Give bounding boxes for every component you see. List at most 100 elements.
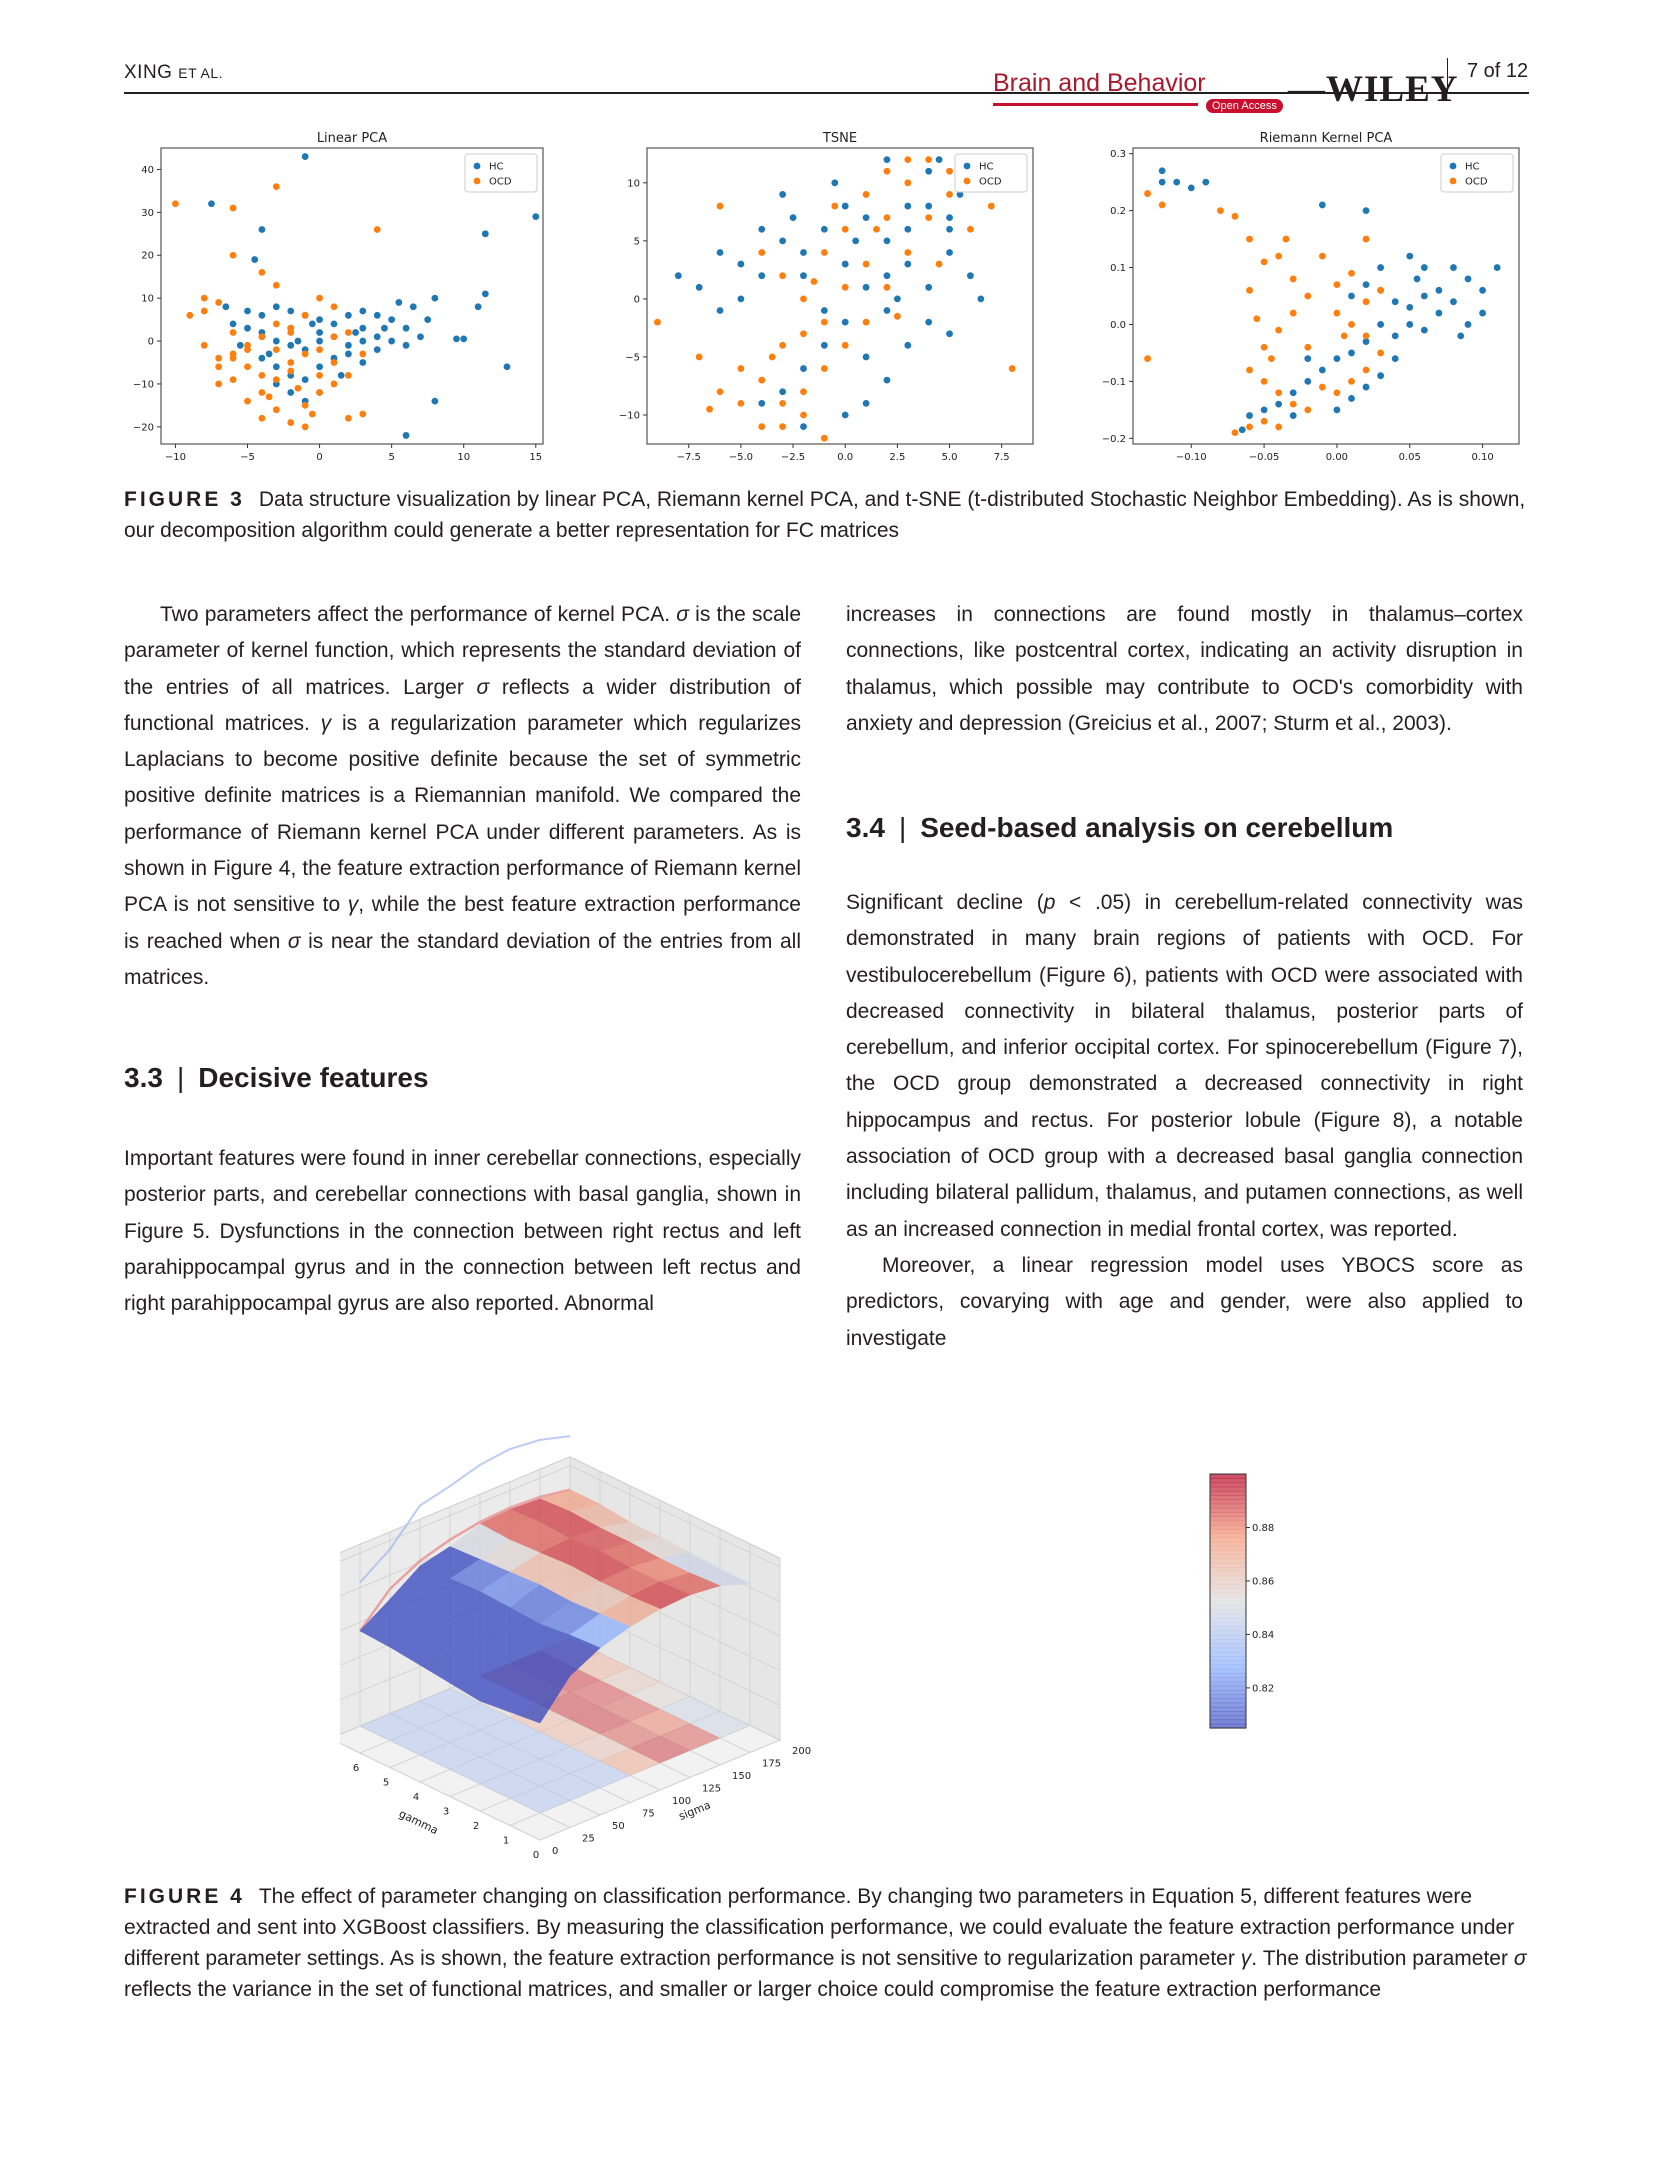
figure4-caption: FIGURE 4 The effect of parameter changing… <box>124 1885 1527 2001</box>
paragraph-thalamus: increases in connections are found mostl… <box>846 603 1523 735</box>
data-point <box>258 354 266 362</box>
data-point <box>737 260 745 268</box>
data-point <box>200 307 208 315</box>
scatter-riemann-kernel-pca: Riemann Kernel PCA−0.10 −0.05 0.00 0.05 0.10… <box>1102 131 1520 463</box>
data-point <box>841 411 849 419</box>
data-point <box>904 202 912 210</box>
data-point <box>779 191 787 198</box>
data-point <box>481 290 489 298</box>
data-point <box>883 237 891 245</box>
data-point <box>1304 292 1312 300</box>
x-tick-label: −0.10 <box>1176 452 1207 463</box>
x-tick-label: 0.10 <box>1471 452 1493 463</box>
colorbar-band <box>1210 1592 1246 1598</box>
data-point <box>967 225 974 233</box>
data-point <box>222 303 230 311</box>
data-point <box>1362 298 1370 306</box>
colorbar-band <box>1210 1503 1246 1509</box>
data-point <box>1479 286 1486 294</box>
data-point <box>654 318 661 326</box>
legend-box <box>954 153 1028 193</box>
data-point <box>841 341 849 349</box>
page-number: 7 of 12 <box>1467 60 1529 82</box>
colorbar-band <box>1210 1499 1246 1505</box>
paragraph-seed-analysis: Significant decline (p < .05) in cerebel… <box>846 891 1524 1241</box>
legend-marker-ocd <box>473 177 481 185</box>
data-point <box>1348 269 1355 277</box>
floor-cell <box>570 1680 630 1707</box>
data-point <box>820 434 828 442</box>
data-point <box>800 272 807 280</box>
floor-cell <box>540 1746 600 1774</box>
colorbar-band <box>1210 1596 1246 1602</box>
data-point <box>1318 383 1326 391</box>
data-point <box>925 156 933 164</box>
data-point <box>287 341 295 349</box>
data-point <box>208 200 215 208</box>
journal-underline <box>993 103 1198 106</box>
legend-label-ocd: OCD <box>1465 177 1488 188</box>
data-point <box>308 320 316 328</box>
data-point <box>287 359 295 366</box>
data-point <box>800 423 807 430</box>
x-tick-label: 10 <box>457 452 470 463</box>
data-point <box>946 167 953 175</box>
gamma-tick-label: 1 <box>503 1836 509 1847</box>
data-point <box>1362 235 1370 243</box>
data-point <box>1333 355 1341 363</box>
data-point <box>883 272 891 280</box>
data-point <box>294 384 302 392</box>
data-point <box>1377 264 1385 271</box>
data-point <box>1275 326 1283 334</box>
data-point <box>1377 321 1385 328</box>
data-point <box>893 295 901 303</box>
data-point <box>453 335 460 343</box>
data-point <box>768 353 776 361</box>
sigma-tick-label: 200 <box>792 1746 811 1757</box>
gamma-axis-label: gamma <box>397 1807 440 1837</box>
data-point <box>1318 201 1326 209</box>
colorbar-band <box>1210 1567 1246 1572</box>
data-point <box>1282 235 1290 243</box>
data-point <box>893 312 901 320</box>
data-point <box>1253 315 1261 323</box>
data-point <box>716 307 724 314</box>
data-point <box>258 226 266 233</box>
floor-cell <box>480 1717 540 1745</box>
data-point <box>1216 207 1224 215</box>
gamma-tick-label: 0 <box>533 1850 539 1861</box>
legend-marker-ocd <box>963 177 971 185</box>
data-point <box>1333 309 1341 317</box>
data-point <box>229 329 237 336</box>
data-point <box>1457 332 1465 340</box>
data-point <box>287 367 295 375</box>
data-point <box>337 371 345 379</box>
data-point <box>1304 355 1312 363</box>
data-point <box>409 303 417 311</box>
data-point <box>946 225 953 233</box>
x-tick-label: 0 <box>316 452 322 463</box>
data-point <box>1246 235 1253 243</box>
data-point <box>244 363 251 371</box>
data-point <box>330 380 338 388</box>
data-point <box>758 249 766 256</box>
data-point <box>800 388 807 396</box>
colorbar-band <box>1210 1571 1246 1577</box>
colorbar-tick-label: 0.88 <box>1252 1523 1274 1534</box>
floor-cell <box>420 1715 480 1743</box>
floor-cell <box>510 1732 570 1759</box>
x-tick-label: −0.05 <box>1249 452 1280 463</box>
data-point <box>474 303 482 311</box>
floor-cell <box>660 1696 720 1724</box>
colorbar-band <box>1210 1541 1246 1547</box>
floor-cell <box>420 1688 480 1716</box>
data-point <box>779 388 787 396</box>
data-point <box>1493 264 1501 271</box>
data-point <box>229 204 237 212</box>
data-point <box>925 167 933 175</box>
data-point <box>716 388 724 396</box>
data-point <box>229 251 237 259</box>
legend-box <box>464 153 538 193</box>
data-point <box>841 202 849 210</box>
data-point <box>862 214 870 222</box>
